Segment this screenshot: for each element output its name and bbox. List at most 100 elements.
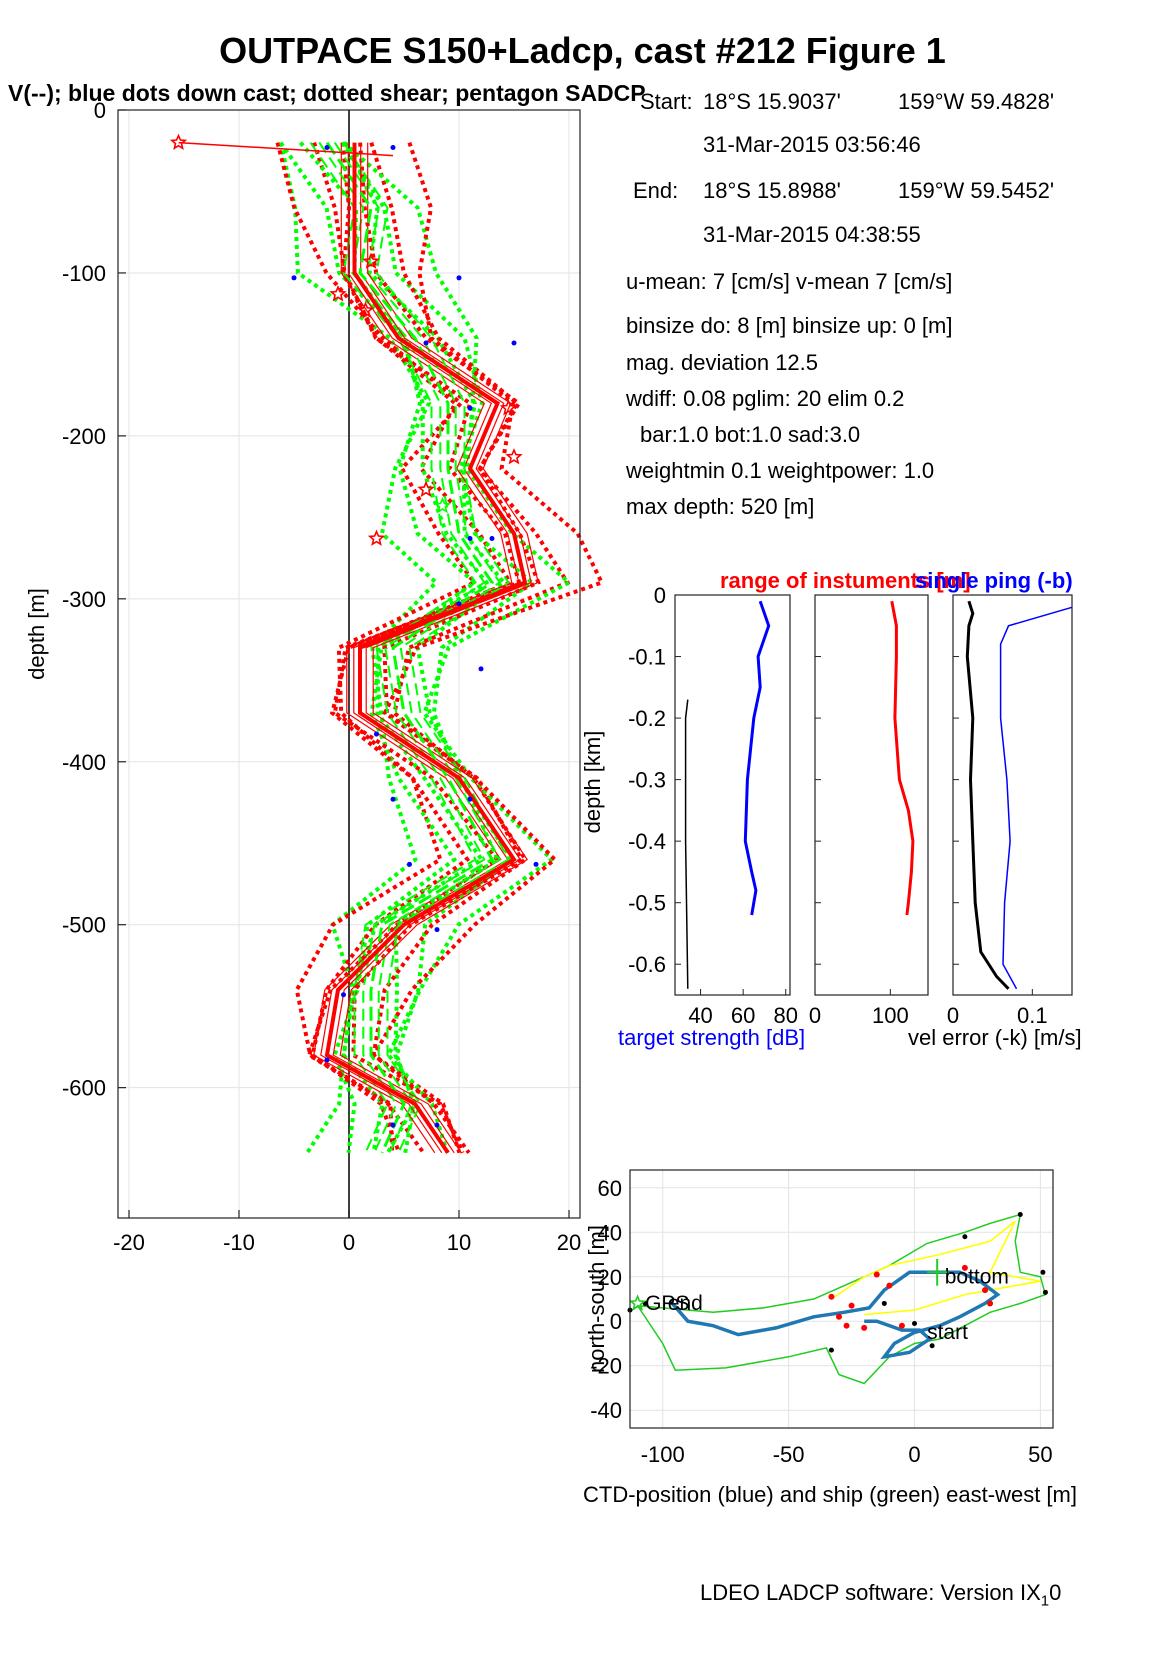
range-y-tick-label: 0 <box>654 583 666 608</box>
ship-fix-dot <box>1042 1289 1048 1295</box>
downcast-dot <box>407 861 412 867</box>
range-title: range of instuments [m] <box>720 570 971 593</box>
downcast-dot <box>390 144 396 150</box>
range-series-line <box>965 600 1010 990</box>
pos-x-tick-label: -50 <box>773 1442 805 1467</box>
ctd-fix-dot <box>898 1322 905 1329</box>
range-x-tick-label: 60 <box>731 1003 755 1028</box>
target-strength-label: target strength [dB] <box>618 1025 805 1050</box>
pos-y-tick-label: -40 <box>590 1398 622 1423</box>
sadcp-star <box>362 252 380 269</box>
v-profile-line <box>333 142 502 1154</box>
downcast-dot <box>467 405 473 411</box>
ctd-fix-dot <box>828 1293 835 1300</box>
gps-star-marker <box>628 1294 647 1311</box>
range-panel-frame <box>952 594 1073 996</box>
y-tick-label: -200 <box>62 424 106 449</box>
x-tick-label: -10 <box>223 1230 255 1255</box>
ship-fix-dot <box>1017 1211 1023 1217</box>
ctd-fix-dot <box>873 1271 880 1278</box>
v-profile-line <box>309 142 477 1154</box>
range-x-tick-label: 100 <box>872 1003 909 1028</box>
range-y-axis-label: depth [km] <box>580 731 605 834</box>
v-mean-line <box>325 141 495 1154</box>
start-lon: 159°W 59.4828' <box>898 89 1055 114</box>
u-profile-line <box>313 142 513 1154</box>
y-tick-label: -600 <box>62 1076 106 1101</box>
ship-fix-dot <box>929 1343 935 1349</box>
pos-y-tick-label: 40 <box>598 1220 622 1245</box>
y-tick-label: -400 <box>62 750 106 775</box>
pos-x-axis-label: CTD-position (blue) and ship (green) eas… <box>583 1482 1077 1507</box>
ship-fix-dot <box>962 1234 968 1240</box>
pos-x-tick-label: 50 <box>1028 1442 1052 1467</box>
range-y-tick-label: -0.4 <box>628 829 666 854</box>
ship-fix-dot <box>1040 1269 1046 1275</box>
end-label: End: <box>633 178 679 203</box>
sadcp-star <box>433 496 452 514</box>
start-label: Start: <box>640 89 693 114</box>
pos-plot-frame <box>629 1169 1054 1429</box>
ship-fix-dot <box>828 1347 834 1353</box>
pos-y-tick-label: 0 <box>610 1309 622 1334</box>
ctd-fix-dot <box>987 1300 994 1307</box>
downcast-dot <box>467 536 473 542</box>
plot-frame <box>117 109 581 1219</box>
sadcp-star <box>169 133 188 151</box>
downcast-dot <box>511 340 517 346</box>
ctd-fix-dot <box>861 1324 868 1331</box>
downcast-dot <box>390 796 396 802</box>
end-lon: 159°W 59.5452' <box>898 178 1055 203</box>
software-version-sub: 1 <box>1040 1592 1050 1610</box>
figure-title: OUTPACE S150+Ladcp, cast #212 Figure 1 <box>219 30 946 71</box>
velocity-profile-chart: -20 -10 0 10 200-100-200-300-400-500-600dept… <box>24 100 605 1255</box>
ctd-fix-dot <box>886 1282 893 1289</box>
pos-y-tick-label: 60 <box>598 1176 622 1201</box>
downcast-dot <box>456 275 462 281</box>
downcast-dot <box>478 666 484 672</box>
range-y-tick-label: -0.1 <box>628 645 666 670</box>
pos-y-axis-label: north-south [m] <box>584 1225 609 1373</box>
range-series-line <box>890 600 915 916</box>
v-shear-dotted-line <box>298 141 490 1154</box>
ctd-fix-dot <box>843 1322 850 1329</box>
downcast-dot <box>374 731 379 737</box>
u-shear-dotted-line <box>275 142 478 1153</box>
range-panel-frame <box>674 594 791 996</box>
y-tick-label: -500 <box>62 913 106 938</box>
ship-fix-dot <box>912 1320 918 1326</box>
v-shear-dotted-line <box>278 142 439 1154</box>
ctd-fix-dot <box>982 1287 989 1294</box>
range-series-line <box>743 600 771 916</box>
end-label: end <box>668 1292 703 1315</box>
y-tick-label: -300 <box>62 587 106 612</box>
weights-info: bar:1.0 bot:1.0 sad:3.0 <box>640 422 861 447</box>
software-version-tail: 0 <box>1049 1580 1062 1605</box>
range-x-tick-label: 0 <box>947 1003 959 1028</box>
max-depth: max depth: 520 [m] <box>626 494 815 519</box>
u-shear-dotted-line <box>310 141 514 1154</box>
range-y-tick-label: -0.2 <box>628 706 666 731</box>
sadcp-star <box>329 285 347 302</box>
range-panel-frame <box>814 594 929 996</box>
gps-label: GPS <box>645 1292 689 1315</box>
downcast-dot <box>434 1122 440 1128</box>
downcast-dot <box>489 536 495 542</box>
range-y-tick-label: -0.5 <box>628 891 666 916</box>
sadcp-star <box>417 480 435 497</box>
pos-y-tick-label: 20 <box>598 1265 622 1290</box>
downcast-dot <box>291 275 297 281</box>
downcast-dot <box>533 861 539 867</box>
ctd-fix-dot <box>835 1313 842 1320</box>
gps-track-line <box>830 1220 1041 1316</box>
sadcp-star <box>505 448 523 465</box>
sadcp-line <box>178 141 394 157</box>
range-x-tick-label: 0 <box>809 1003 821 1028</box>
u-shear-dotted-line <box>351 142 541 1154</box>
x-tick-label: 20 <box>557 1230 581 1255</box>
start-time: 31-Mar-2015 03:56:46 <box>703 132 921 157</box>
v-shear-dotted-line <box>342 141 573 1154</box>
downcast-dot <box>456 601 462 607</box>
ship-fix-dot <box>881 1300 887 1306</box>
